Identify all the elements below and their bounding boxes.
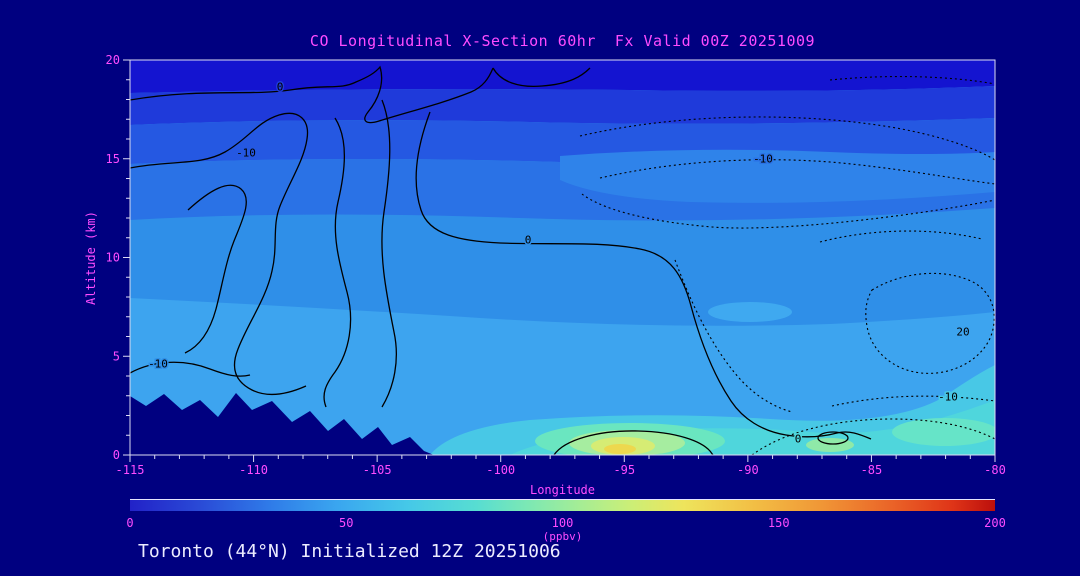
colorbar-tick-label: 150	[768, 516, 790, 530]
y-axis-title-text: Altitude (km)	[84, 210, 99, 305]
contour-label: -10	[753, 153, 773, 166]
y-tick-label: 5	[113, 349, 120, 363]
y-axis-title: Altitude (km)	[82, 60, 100, 455]
x-tick-label: -90	[737, 463, 759, 477]
colorbar	[130, 499, 995, 511]
y-tick-label: 20	[106, 53, 120, 67]
contour-label: -10	[938, 391, 958, 404]
colorbar-tick-label: 0	[126, 516, 133, 530]
contour-label: 0	[795, 433, 802, 446]
x-tick-label: -110	[239, 463, 268, 477]
footer-caption: Toronto (44°N) Initialized 12Z 20251006	[138, 541, 561, 562]
x-tick-label: -95	[613, 463, 635, 477]
colorbar-tick-label: 100	[552, 516, 574, 530]
fill-region-mid-cyan-spot	[708, 302, 792, 322]
y-tick-label: 0	[113, 448, 120, 462]
fill-region-upper-right-light	[560, 149, 995, 203]
chart-title: CO Longitudinal X-Section 60hr Fx Valid …	[309, 32, 816, 50]
contour-label: -10	[236, 147, 256, 160]
x-tick-label: -105	[363, 463, 392, 477]
contour-label: 0	[525, 234, 532, 247]
contour-label: -10	[148, 358, 168, 371]
contour-plot-svg: 0 -10 0 -10 20 -10 0 -10	[130, 60, 995, 455]
contour-label: 20	[956, 326, 969, 339]
fill-region-hotspot-yellow	[604, 444, 636, 454]
plot-area: 0 -10 0 -10 20 -10 0 -10	[130, 60, 995, 455]
contour-label: 0	[277, 81, 284, 94]
x-tick-label: -100	[486, 463, 515, 477]
fill-region-band-top-1	[130, 60, 995, 93]
colorbar-tick-label: 50	[339, 516, 353, 530]
x-tick-label: -80	[984, 463, 1006, 477]
colorbar-tick-label: 200	[984, 516, 1006, 530]
y-tick-label: 10	[106, 251, 120, 265]
colorbar-units-label: (ppbv)	[542, 530, 583, 543]
x-axis-title: Longitude	[529, 483, 596, 497]
x-tick-label: -115	[116, 463, 145, 477]
y-tick-label: 15	[106, 152, 120, 166]
x-tick-label: -85	[861, 463, 883, 477]
